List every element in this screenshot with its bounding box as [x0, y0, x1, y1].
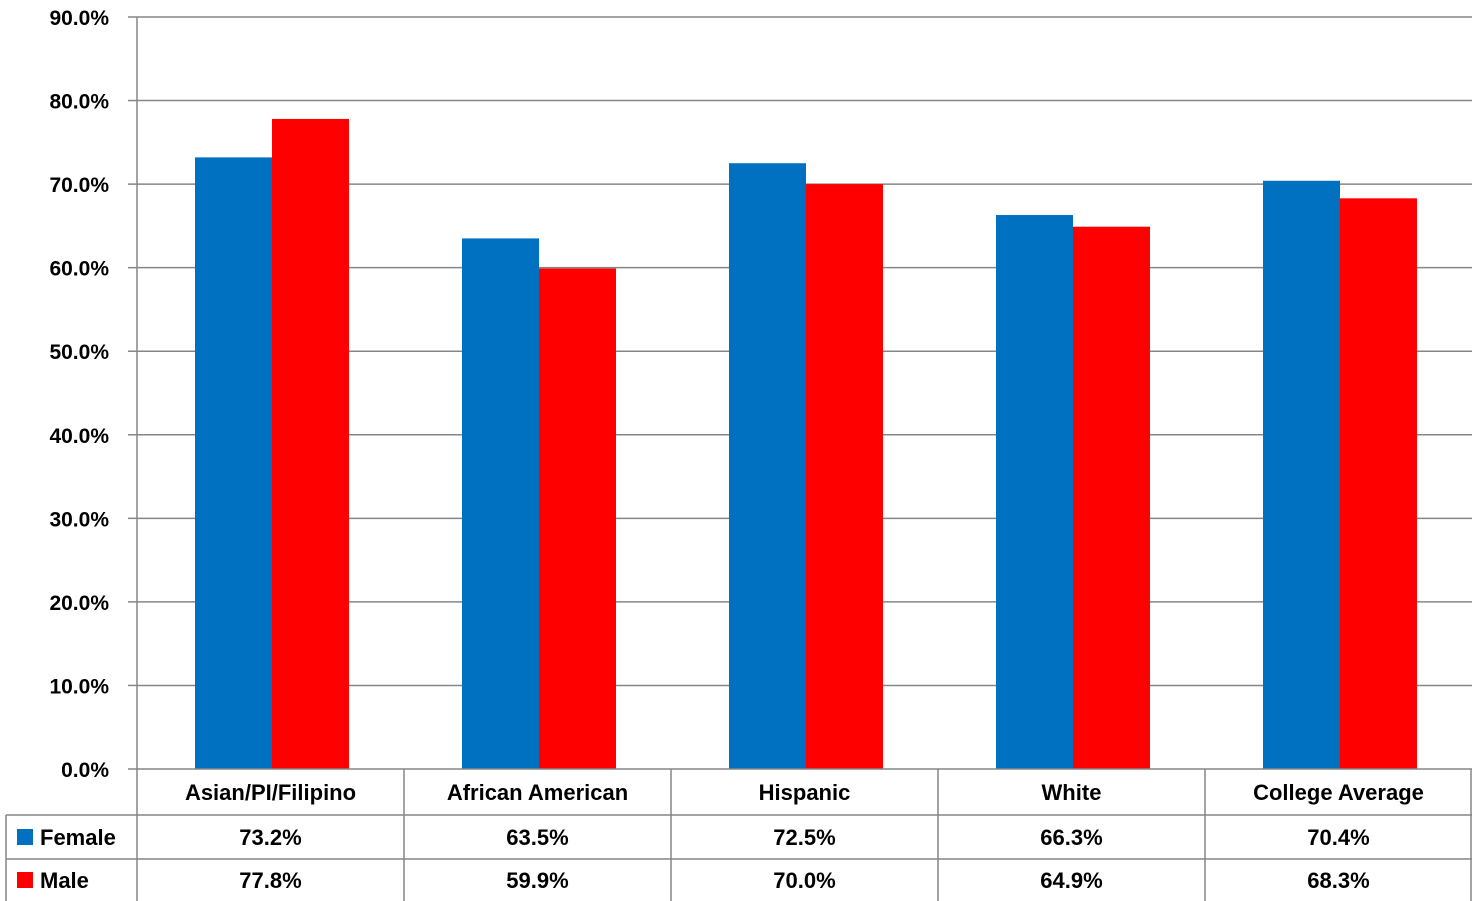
data-label: 70.4% — [1307, 825, 1369, 850]
data-label: 66.3% — [1040, 825, 1102, 850]
y-tick-label: 80.0% — [49, 91, 109, 114]
data-label: 73.2% — [239, 825, 301, 850]
data-label: 63.5% — [506, 825, 568, 850]
legend-label: Male — [40, 868, 89, 893]
data-table: Asian/PI/Filipino African American Hispani… — [5, 769, 1472, 901]
bar-male — [1073, 226, 1150, 770]
y-tick-label: 10.0% — [49, 675, 109, 698]
y-tick-label: 20.0% — [49, 592, 109, 615]
bar-female — [996, 215, 1073, 769]
y-tick-label: 40.0% — [49, 425, 109, 448]
bar-female — [1263, 180, 1340, 769]
bar-female — [462, 238, 539, 769]
bars — [195, 118, 1417, 770]
bar-female — [729, 163, 806, 769]
category-label: White — [1042, 780, 1102, 805]
legend-key-female — [17, 829, 33, 845]
data-label: 64.9% — [1040, 868, 1102, 893]
data-label: 59.9% — [506, 868, 568, 893]
bar-male — [806, 184, 883, 770]
category-label: Hispanic — [759, 780, 851, 805]
category-label: African American — [447, 780, 628, 805]
category-label: Asian/PI/Filipino — [185, 780, 356, 805]
y-tick-label: 70.0% — [49, 174, 109, 197]
data-label: 70.0% — [773, 868, 835, 893]
data-label: 72.5% — [773, 825, 835, 850]
bar-female — [195, 157, 272, 769]
bar-male — [1340, 198, 1417, 769]
legend-key-male — [17, 872, 33, 888]
y-tick-label: 60.0% — [49, 258, 109, 281]
y-tick-label: 30.0% — [49, 508, 109, 531]
data-label: 68.3% — [1307, 868, 1369, 893]
y-tick-label: 0.0% — [61, 759, 109, 782]
bar-male — [272, 118, 349, 770]
data-label: 77.8% — [239, 868, 301, 893]
axes: 0.0% 10.0% 20.0% 30.0% 40.0% 50.0% 60.0% 70.0% 8… — [49, 7, 1472, 901]
legend-label: Female — [40, 825, 116, 850]
bar-male — [539, 268, 616, 769]
y-tick-label: 90.0% — [49, 7, 109, 30]
category-label: College Average — [1253, 780, 1424, 805]
y-tick-label: 50.0% — [49, 341, 109, 364]
